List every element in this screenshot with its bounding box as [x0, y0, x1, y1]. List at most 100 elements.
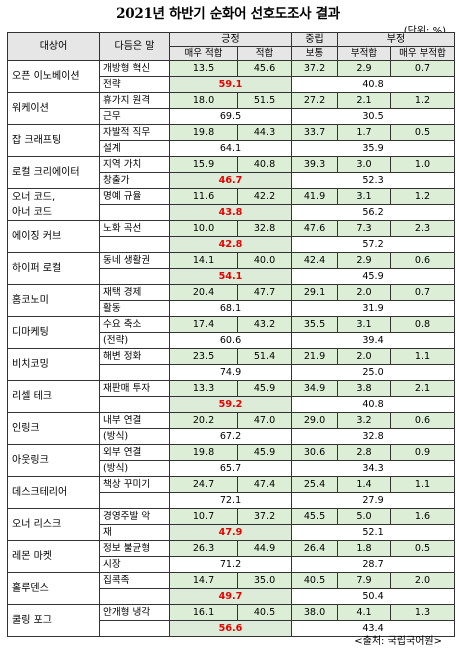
table-row: 로컬 크리에이터 지역 가치 15.9 40.8 39.3 3.0 1.0 [7, 156, 455, 189]
refined-word-cont [99, 268, 170, 285]
normal-value: 34.9 [291, 380, 338, 397]
table-row: 하이퍼 로컬 동네 생활권 14.1 40.0 42.4 2.9 0.6 [7, 252, 455, 285]
target-word: 오픈 이노베이션 [7, 60, 100, 93]
target-word: 레몬 마켓 [7, 540, 100, 573]
inappropriate-value: 3.2 [337, 412, 391, 429]
table-row-sub: 42.8 57.2 [8, 236, 455, 253]
inappropriate-value: 4.1 [337, 604, 391, 621]
target-word: 워케이션 [7, 92, 100, 125]
normal-value: 38.0 [291, 604, 338, 621]
table-row-sub: 59.2 40.8 [8, 396, 455, 413]
normal-value: 21.9 [291, 348, 338, 365]
appropriate-value: 47.7 [237, 284, 292, 301]
target-word-text: 오너 리스크 [12, 519, 62, 530]
refined-word-cont [99, 236, 170, 253]
appropriate-value: 37.2 [237, 508, 292, 525]
negative-neutral-total: 40.8 [291, 396, 455, 413]
appropriate-value: 42.2 [237, 188, 292, 205]
target-word-text: 에이징 커브 [12, 231, 62, 242]
appropriate-value: 45.9 [237, 444, 292, 461]
appropriate-value: 32.8 [237, 220, 292, 237]
refined-word: 외부 연결 [99, 444, 170, 461]
inappropriate-value: 3.1 [337, 316, 391, 333]
target-word: 인링크 [7, 412, 100, 445]
refined-word: 수요 축소 [99, 316, 170, 333]
target-word-text: 아웃링크 [12, 455, 49, 466]
appropriate-value: 44.9 [237, 540, 292, 557]
normal-value: 45.5 [291, 508, 338, 525]
negative-neutral-total: 35.9 [291, 140, 455, 157]
normal-value: 40.5 [291, 572, 338, 589]
very-inappropriate-value: 0.6 [390, 252, 455, 269]
very-appropriate-value: 14.1 [169, 252, 238, 269]
inappropriate-value: 2.1 [337, 92, 391, 109]
very-inappropriate-value: 0.6 [390, 412, 455, 429]
inappropriate-value: 3.8 [337, 380, 391, 397]
refined-word-cont: (방식) [99, 460, 170, 477]
refined-word: 자발적 직무 [99, 124, 170, 141]
positive-total: 65.7 [169, 460, 292, 477]
very-appropriate-value: 15.9 [169, 156, 238, 173]
positive-total: 68.1 [169, 300, 292, 317]
target-word-text: 오너 코드, [12, 191, 56, 203]
refined-word: 경영주발 악 [99, 508, 170, 525]
very-inappropriate-value: 1.2 [390, 92, 455, 109]
refined-word-cont [99, 396, 170, 413]
target-word: 리셀 테크 [7, 380, 100, 413]
refined-word: 휴가지 원격 [99, 92, 170, 109]
target-word-text: 하이퍼 로컬 [12, 263, 62, 274]
table-row: 오너 리스크 경영주발 악 10.7 37.2 45.5 5.0 1.6 [7, 508, 455, 541]
very-appropriate-value: 14.7 [169, 572, 238, 589]
positive-total: 54.1 [169, 268, 292, 285]
header-normal: 보통 [291, 46, 338, 61]
target-word: 에이징 커브 [7, 220, 100, 253]
header-target: 대상어 [7, 32, 100, 61]
positive-total: 49.7 [169, 588, 292, 605]
refined-word-cont: 창출가 [99, 172, 170, 189]
inappropriate-value: 1.4 [337, 476, 391, 493]
refined-word: 안개형 냉각 [99, 604, 170, 621]
appropriate-value: 51.5 [237, 92, 292, 109]
very-appropriate-value: 16.1 [169, 604, 238, 621]
header-inappropriate: 부적합 [337, 46, 391, 61]
table-row-sub: 72.1 27.9 [8, 492, 455, 509]
header-negative: 부정 [337, 32, 455, 47]
inappropriate-value: 7.3 [337, 220, 391, 237]
target-word-text: 워케이션 [12, 103, 49, 114]
inappropriate-value: 3.0 [337, 156, 391, 173]
refined-word-cont [99, 620, 170, 637]
inappropriate-value: 2.8 [337, 444, 391, 461]
target-word: 비치코밍 [7, 348, 100, 381]
target-word-text: 인링크 [12, 423, 40, 434]
table-row-sub: 56.6 43.4 [8, 620, 455, 637]
target-word-text: 로컬 크리에이터 [12, 167, 80, 178]
appropriate-value: 44.3 [237, 124, 292, 141]
very-inappropriate-value: 1.1 [390, 476, 455, 493]
appropriate-value: 40.0 [237, 252, 292, 269]
normal-value: 26.4 [291, 540, 338, 557]
header-row-1: 대상어 다듬은 말 긍정 중립 부정 [7, 32, 455, 61]
normal-value: 37.2 [291, 60, 338, 77]
refined-word-cont [99, 364, 170, 381]
header-appropriate: 적합 [237, 46, 292, 61]
target-word-text: 디마케팅 [12, 327, 49, 338]
table-row-sub: 74.9 25.0 [8, 364, 455, 381]
negative-neutral-total: 28.7 [291, 556, 455, 573]
positive-total: 42.8 [169, 236, 292, 253]
inappropriate-value: 3.1 [337, 188, 391, 205]
negative-neutral-total: 30.5 [291, 108, 455, 125]
very-appropriate-value: 20.4 [169, 284, 238, 301]
very-inappropriate-value: 0.7 [390, 60, 455, 77]
refined-word-cont: 재 [99, 524, 170, 541]
refined-word: 명예 규율 [99, 188, 170, 205]
appropriate-value: 40.5 [237, 604, 292, 621]
target-word: 데스크테리어 [7, 476, 100, 509]
target-word: 아웃링크 [7, 444, 100, 477]
normal-value: 47.6 [291, 220, 338, 237]
table-row: 잡 크래프팅 자발적 직무 19.8 44.3 33.7 1.7 0.5 [7, 124, 455, 157]
refined-word: 지역 가치 [99, 156, 170, 173]
very-appropriate-value: 10.0 [169, 220, 238, 237]
refined-word: 재택 경제 [99, 284, 170, 301]
table-row: 홀루덴스 집콕족 14.7 35.0 40.5 7.9 2.0 [7, 572, 455, 605]
negative-neutral-total: 50.4 [291, 588, 455, 605]
